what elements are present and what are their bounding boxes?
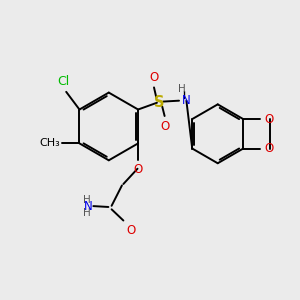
Text: S: S: [154, 95, 165, 110]
Text: N: N: [182, 94, 191, 107]
Text: H: H: [83, 195, 90, 205]
Text: N: N: [84, 200, 92, 213]
Text: O: O: [265, 142, 274, 155]
Text: O: O: [134, 164, 143, 176]
Text: O: O: [126, 224, 136, 237]
Text: Cl: Cl: [58, 75, 70, 88]
Text: H: H: [178, 85, 186, 94]
Text: O: O: [265, 112, 274, 126]
Text: CH₃: CH₃: [39, 138, 60, 148]
Text: H: H: [83, 208, 90, 218]
Text: O: O: [160, 120, 169, 133]
Text: O: O: [149, 70, 159, 84]
